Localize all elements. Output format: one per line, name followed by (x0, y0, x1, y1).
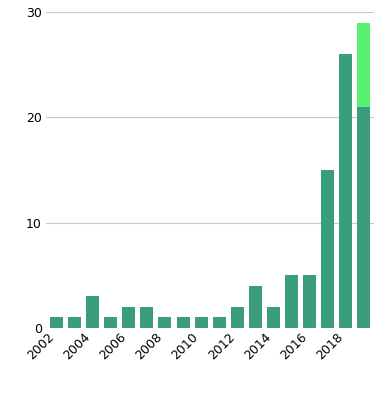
Bar (321, 170, 334, 328)
Bar (357, 22, 370, 107)
Bar (86, 296, 99, 328)
Bar (159, 318, 172, 328)
Bar (303, 275, 316, 328)
Bar (357, 107, 370, 328)
Bar (194, 318, 207, 328)
Bar (141, 307, 154, 328)
Bar (50, 318, 63, 328)
Bar (213, 318, 226, 328)
Bar (249, 286, 262, 328)
Bar (339, 54, 352, 328)
Bar (176, 318, 189, 328)
Bar (285, 275, 298, 328)
Bar (267, 307, 280, 328)
Bar (68, 318, 81, 328)
Bar (104, 318, 117, 328)
Bar (122, 307, 135, 328)
Bar (231, 307, 244, 328)
